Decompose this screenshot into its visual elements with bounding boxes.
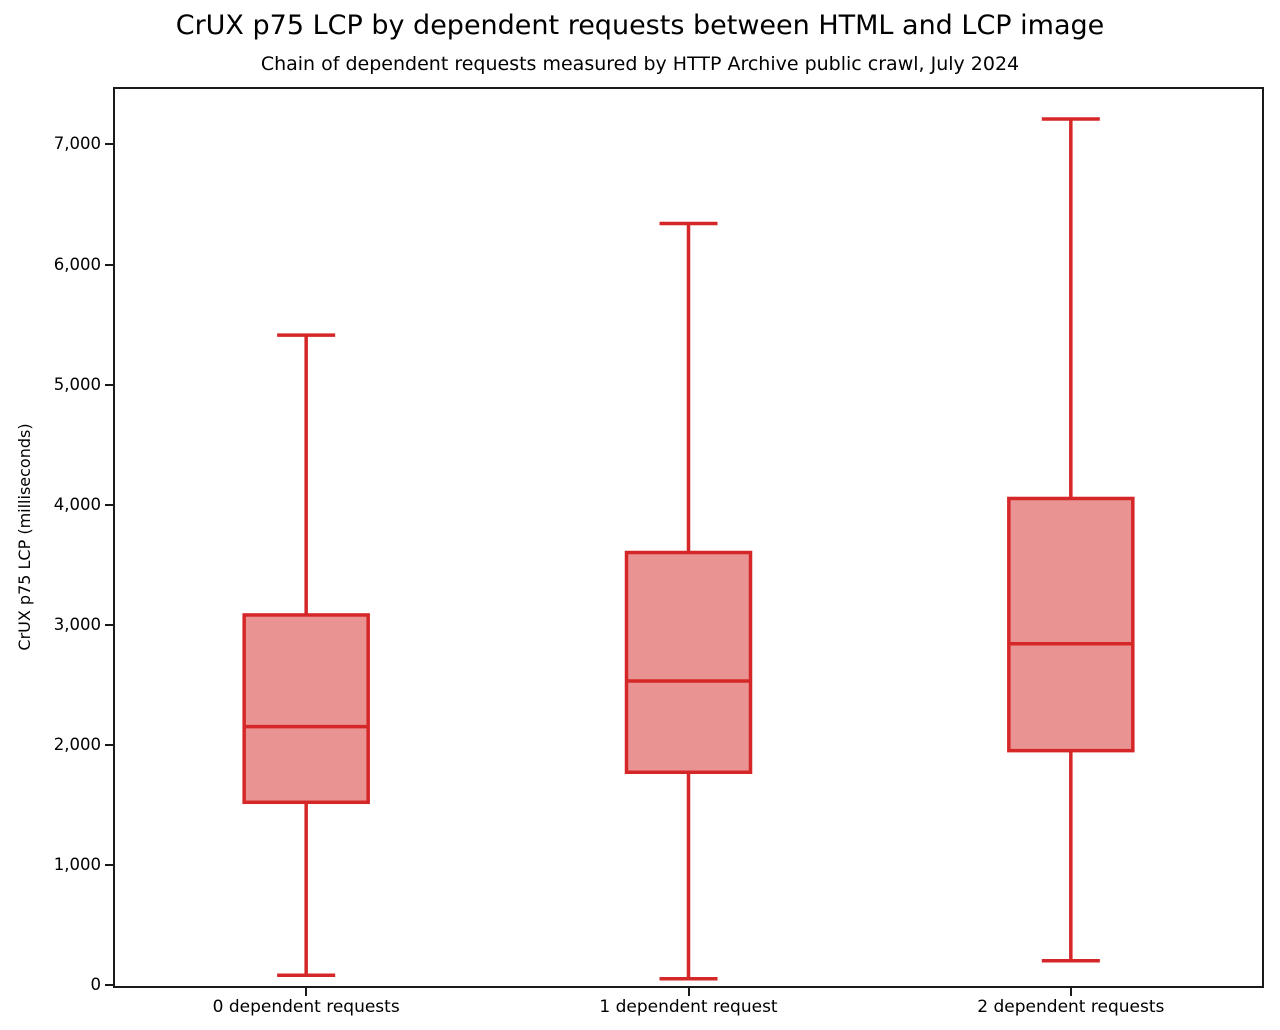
x-tick-label-2: 2 dependent requests (977, 997, 1165, 1017)
y-tick-label-4000: 4,000 (53, 494, 101, 514)
y-tick-mark-7000 (105, 143, 113, 146)
y-tick-mark-0 (105, 984, 113, 986)
y-tick-label-5000: 5,000 (53, 374, 101, 394)
box-0-dependent-requests (242, 333, 370, 977)
chart-subtitle: Chain of dependent requests measured by … (260, 53, 1020, 75)
chart-title: CrUX p75 LCP by dependent requests betwe… (175, 10, 1105, 41)
x-tick-label-0: 0 dependent requests (212, 997, 400, 1017)
plot-area (113, 87, 1264, 988)
y-tick-label-2000: 2,000 (53, 734, 101, 754)
y-tick-mark-3000 (105, 623, 113, 626)
y-tick-mark-2000 (105, 743, 113, 746)
y-tick-label-1000: 1,000 (53, 854, 101, 874)
boxplot-canvas (242, 117, 1135, 981)
y-tick-label-7000: 7,000 (53, 134, 101, 154)
x-tick-mark-1 (687, 988, 690, 996)
y-tick-mark-5000 (105, 383, 113, 386)
x-tick-mark-2 (1069, 988, 1072, 996)
y-tick-label-0: 0 (90, 975, 102, 994)
y-tick-label-6000: 6,000 (53, 254, 101, 274)
y-tick-mark-6000 (105, 263, 113, 266)
y-tick-mark-4000 (105, 503, 113, 506)
y-tick-mark-1000 (105, 863, 113, 866)
box-2-dependent-requests (1007, 117, 1135, 963)
y-tick-label-3000: 3,000 (53, 614, 101, 634)
box-1-dependent-request (624, 221, 753, 981)
x-tick-label-1: 1 dependent request (599, 997, 778, 1017)
x-tick-mark-0 (305, 988, 308, 996)
